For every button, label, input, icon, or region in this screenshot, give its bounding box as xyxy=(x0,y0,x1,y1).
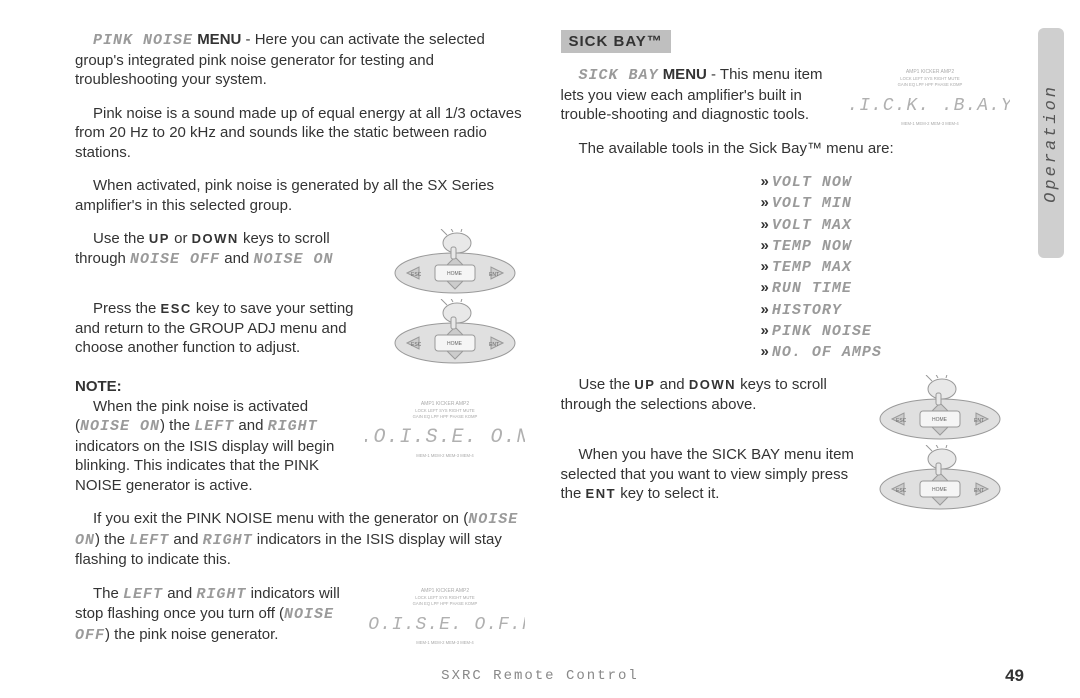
tool-item: »TEMP NOW xyxy=(761,236,1011,257)
side-tab-label: Operation xyxy=(1042,84,1061,203)
section-heading: SICK BAY™ xyxy=(561,30,671,53)
left-block-8: N.O.I.S.E. O.F.F. The LEFT and RIGHT ind… xyxy=(75,584,525,660)
up-key: UP xyxy=(149,231,170,246)
keypad-icon xyxy=(385,229,525,299)
right-block-3: Use the UP and DOWN keys to scroll throu… xyxy=(561,375,1011,445)
right-block-1: S.I.C.K. .B.A.Y. SICK BAY MENU - This me… xyxy=(561,65,1011,139)
tool-list: »VOLT NOW »VOLT MIN »VOLT MAX »TEMP NOW … xyxy=(761,172,1011,363)
lcd-sick-bay: S.I.C.K. .B.A.Y. xyxy=(850,65,1010,127)
footer-text: SXRC Remote Control xyxy=(0,668,1080,684)
left-p2: Pink noise is a sound made up of equal e… xyxy=(75,104,525,163)
keypad-icon xyxy=(870,375,1010,445)
content-columns: PINK NOISE MENU - Here you can activate … xyxy=(75,30,1030,659)
tool-item: »NO. OF AMPS xyxy=(761,342,1011,363)
left-block-4: Use the UP or DOWN keys to scroll throug… xyxy=(75,229,525,299)
tool-item: »RUN TIME xyxy=(761,278,1011,299)
note-heading: NOTE: xyxy=(75,378,525,395)
side-tab: Operation xyxy=(1038,28,1064,258)
left-p1: PINK NOISE MENU - Here you can activate … xyxy=(75,30,525,90)
svg-text:N.O.I.S.E. O.F.F.: N.O.I.S.E. O.F.F. xyxy=(365,615,525,635)
seg-pink-noise: PINK NOISE xyxy=(93,32,193,49)
tool-item: »VOLT MAX xyxy=(761,215,1011,236)
lcd-noise-on: N.O.I.S.E. O.N. xyxy=(365,397,525,459)
tool-item: »VOLT MIN xyxy=(761,193,1011,214)
keypad-icon xyxy=(870,445,1010,515)
tool-item: »HISTORY xyxy=(761,300,1011,321)
left-p3: When activated, pink noise is generated … xyxy=(75,176,525,215)
svg-text:N.O.I.S.E. O.N.: N.O.I.S.E. O.N. xyxy=(365,426,525,449)
right-block-4: When you have the SICK BAY menu item sel… xyxy=(561,445,1011,518)
right-column: SICK BAY™ S.I.C.K. .B.A.Y. SICK BAY MENU… xyxy=(561,30,1031,659)
left-column: PINK NOISE MENU - Here you can activate … xyxy=(75,30,525,659)
page-number: 49 xyxy=(1005,666,1024,686)
tool-item: »TEMP MAX xyxy=(761,257,1011,278)
tool-item: »VOLT NOW xyxy=(761,172,1011,193)
keypad-icon xyxy=(385,299,525,369)
left-block-6: N.O.I.S.E. O.N. When the pink noise is a… xyxy=(75,397,525,510)
lcd-noise-off: N.O.I.S.E. O.F.F. xyxy=(365,584,525,646)
tool-item: »PINK NOISE xyxy=(761,321,1011,342)
seg-sick-bay: SICK BAY xyxy=(579,67,659,84)
svg-text:S.I.C.K. .B.A.Y.: S.I.C.K. .B.A.Y. xyxy=(850,96,1010,116)
esc-key: ESC xyxy=(161,301,192,316)
menu-label: MENU xyxy=(197,31,241,48)
left-block-5: Press the ESC key to save your setting a… xyxy=(75,299,525,372)
right-p2: The available tools in the Sick Bay™ men… xyxy=(561,139,1011,159)
left-p7: If you exit the PINK NOISE menu with the… xyxy=(75,509,525,570)
page: Operation PINK NOISE MENU - Here you can… xyxy=(0,0,1080,698)
down-key: DOWN xyxy=(192,231,239,246)
